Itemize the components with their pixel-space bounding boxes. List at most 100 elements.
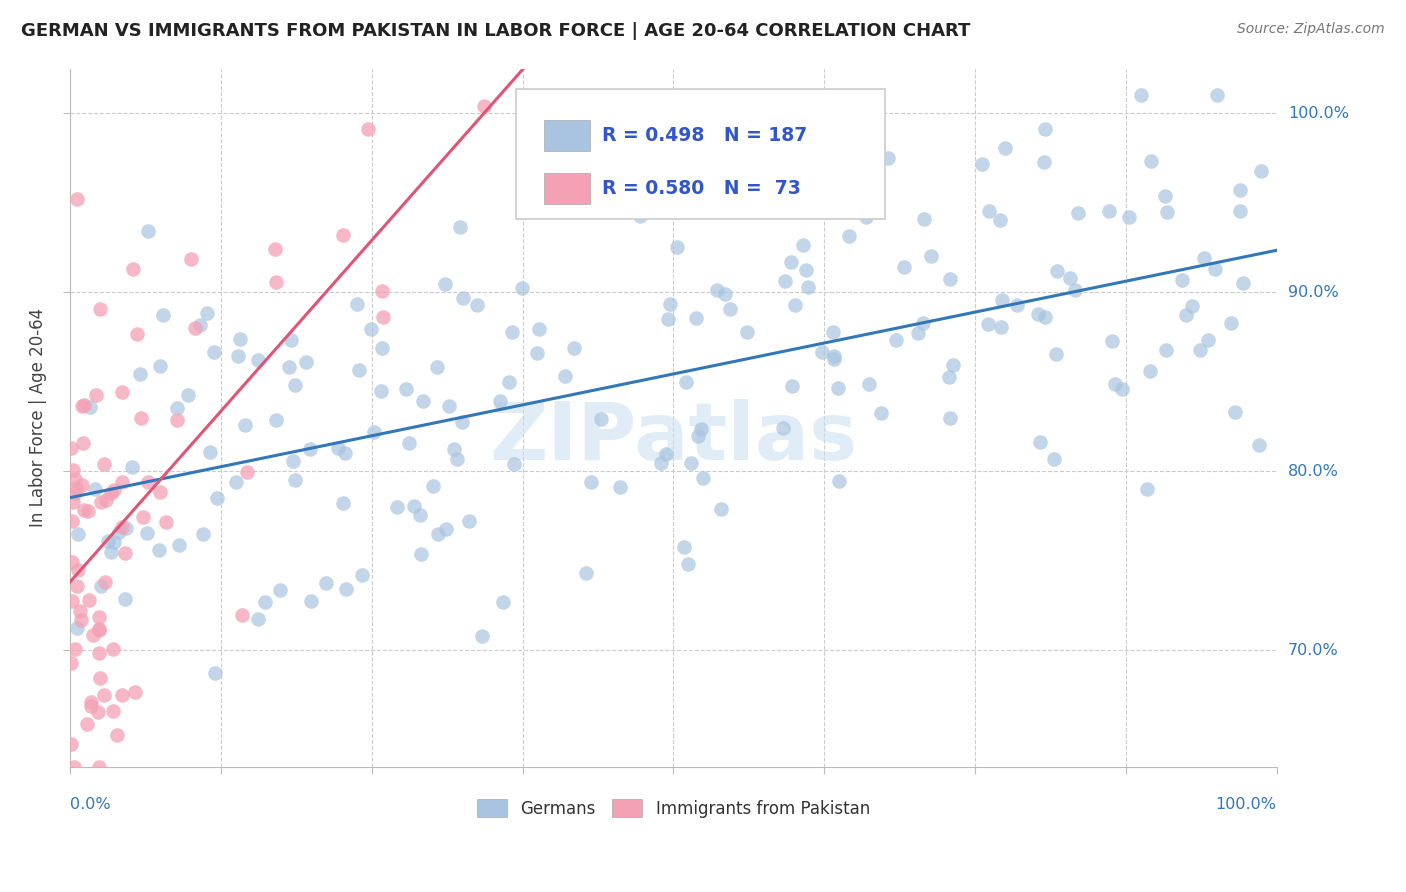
Point <box>202 344 225 359</box>
Point <box>76 716 98 731</box>
Point <box>970 157 993 171</box>
Point <box>706 283 728 297</box>
Point <box>371 310 394 325</box>
Point <box>591 412 613 426</box>
Point <box>70 399 93 413</box>
Point <box>70 613 93 627</box>
Point <box>780 255 803 269</box>
Point <box>65 641 87 656</box>
Point <box>489 394 512 409</box>
Point <box>155 515 177 529</box>
Point <box>574 170 596 185</box>
Point <box>66 579 89 593</box>
Point <box>907 326 929 340</box>
Point <box>371 284 394 298</box>
Point <box>299 594 322 608</box>
Point <box>1154 343 1177 358</box>
Point <box>1206 88 1229 103</box>
Point <box>686 429 709 443</box>
Point <box>333 446 356 460</box>
Point <box>94 575 117 590</box>
Text: 70.0%: 70.0% <box>1288 643 1339 657</box>
Point <box>710 501 733 516</box>
Point <box>1007 298 1029 312</box>
Point <box>467 298 489 312</box>
Point <box>60 555 83 569</box>
Point <box>679 456 702 470</box>
Point <box>136 475 159 490</box>
Point <box>1046 264 1069 278</box>
Point <box>103 483 125 498</box>
Point <box>446 452 468 467</box>
Text: R = 0.498   N = 187: R = 0.498 N = 187 <box>602 126 807 145</box>
Point <box>280 333 302 347</box>
Point <box>264 413 287 427</box>
Point <box>655 447 678 461</box>
Point <box>103 642 125 657</box>
Point <box>247 612 270 626</box>
Point <box>326 441 349 455</box>
Point <box>426 360 449 375</box>
Point <box>1059 271 1081 285</box>
Point <box>422 479 444 493</box>
Text: Source: ZipAtlas.com: Source: ZipAtlas.com <box>1237 22 1385 37</box>
Point <box>942 358 965 372</box>
Point <box>180 252 202 266</box>
Text: 100.0%: 100.0% <box>1216 797 1277 812</box>
Point <box>111 385 134 400</box>
Point <box>1063 283 1085 297</box>
Text: 80.0%: 80.0% <box>1288 464 1339 479</box>
Point <box>911 316 934 330</box>
Point <box>62 463 84 477</box>
Point <box>72 436 94 450</box>
Point <box>87 610 110 624</box>
Point <box>411 547 433 561</box>
Point <box>439 399 461 413</box>
Point <box>89 302 111 317</box>
Point <box>59 441 82 455</box>
Point <box>111 520 134 534</box>
Point <box>62 494 84 508</box>
Point <box>838 228 860 243</box>
Point <box>111 688 134 702</box>
Point <box>135 526 157 541</box>
Text: 0.0%: 0.0% <box>70 797 111 812</box>
Point <box>77 504 100 518</box>
Point <box>207 491 229 505</box>
Point <box>114 546 136 560</box>
Point <box>1204 262 1226 277</box>
Point <box>80 698 103 713</box>
Point <box>510 281 533 295</box>
Point <box>114 592 136 607</box>
Point <box>824 349 846 363</box>
Point <box>93 457 115 471</box>
Point <box>1043 452 1066 467</box>
Point <box>811 345 834 359</box>
Point <box>1067 206 1090 220</box>
Text: 100.0%: 100.0% <box>1288 106 1348 120</box>
Point <box>298 442 321 456</box>
Point <box>167 538 190 552</box>
Point <box>87 646 110 660</box>
Point <box>1136 482 1159 496</box>
Point <box>62 514 84 528</box>
Point <box>434 522 457 536</box>
Point <box>278 360 301 375</box>
Point <box>387 500 409 515</box>
Point <box>1250 164 1272 178</box>
Point <box>108 525 131 540</box>
Point <box>79 593 101 607</box>
Point <box>90 495 112 509</box>
Point <box>148 543 170 558</box>
Point <box>988 212 1011 227</box>
Point <box>60 656 83 670</box>
Point <box>628 209 651 223</box>
Point <box>1129 88 1152 103</box>
Point <box>360 322 382 336</box>
Point <box>89 671 111 685</box>
Point <box>1171 273 1194 287</box>
Point <box>295 355 318 369</box>
Point <box>335 582 357 597</box>
Point <box>527 322 550 336</box>
Point <box>66 621 89 635</box>
